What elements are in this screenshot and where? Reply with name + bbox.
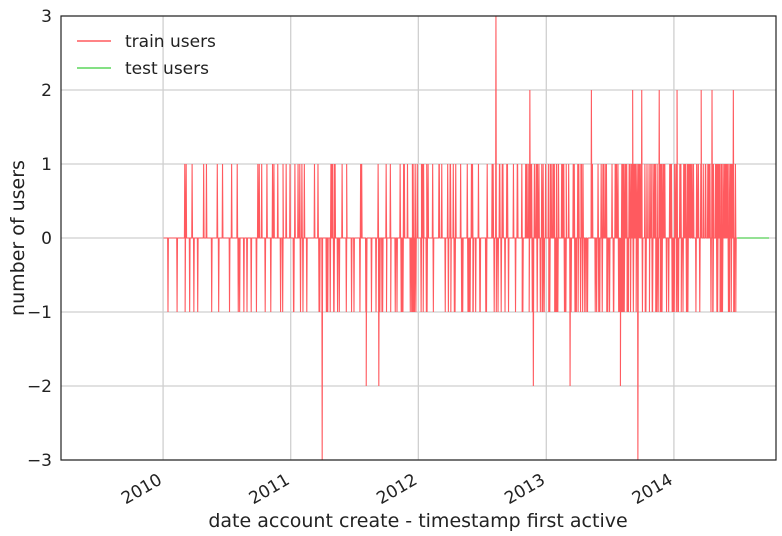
y-tick-label: 0	[41, 229, 52, 249]
y-tick-label: −3	[27, 451, 52, 471]
y-axis-ticks: 3 2 1 0 −1 −2 −3	[27, 7, 52, 471]
legend: train users test users	[77, 32, 216, 79]
x-axis-label: date account create - timestamp first ac…	[208, 510, 627, 532]
legend-label-train-users: train users	[125, 32, 216, 52]
series-line-train-users	[163, 15, 737, 461]
y-tick-label: 2	[41, 81, 52, 101]
legend-label-test-users: test users	[125, 59, 209, 79]
y-tick-label: 1	[41, 155, 52, 175]
y-axis-label: number of users	[7, 160, 29, 316]
data-series	[163, 15, 770, 461]
y-tick-label: 3	[41, 7, 52, 27]
y-tick-label: −1	[27, 303, 52, 323]
y-tick-label: −2	[27, 377, 52, 397]
plot-frame	[60, 15, 777, 461]
